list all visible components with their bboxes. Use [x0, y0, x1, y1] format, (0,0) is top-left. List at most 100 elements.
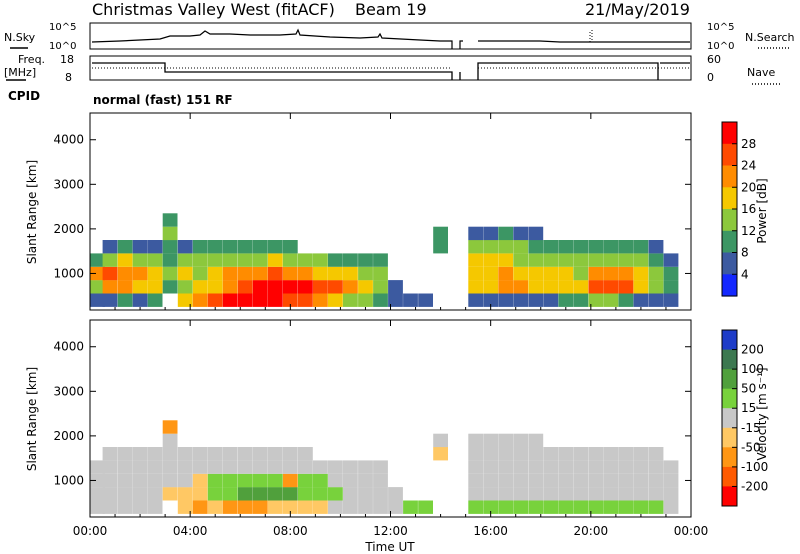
noise-search-label: N.Search: [745, 31, 795, 44]
heatmap-cell: [313, 266, 328, 281]
heatmap-cell: [252, 280, 268, 294]
colorbar-block: [722, 427, 737, 448]
colorbar-block: [722, 447, 737, 468]
heatmap-cell: [207, 460, 223, 474]
freq-tick-high: 18: [60, 53, 74, 66]
heatmap-cell: [102, 500, 118, 514]
heatmap-cell: [117, 447, 133, 461]
heatmap-cell: [483, 253, 499, 267]
heatmap-cell: [328, 280, 343, 294]
heatmap-cell: [588, 293, 604, 307]
heatmap-cell: [633, 253, 649, 267]
heatmap-cell: [468, 280, 484, 294]
heatmap-cell: [90, 253, 105, 267]
heatmap-cell: [192, 266, 208, 281]
heatmap-cell: [102, 293, 118, 307]
heatmap-cell: [282, 293, 298, 307]
heatmap-cell: [543, 240, 559, 254]
colorbar-tick-label: 200: [741, 343, 764, 357]
heatmap-cell: [237, 487, 253, 501]
heatmap-cell: [237, 460, 253, 474]
colorbar-tick-label: 24: [741, 159, 756, 173]
heatmap-cell: [358, 280, 373, 294]
heatmap-cell: [373, 280, 388, 294]
heatmap-cell: [267, 266, 283, 281]
x-axis-label: Time UT: [364, 540, 415, 554]
heatmap-cell: [663, 253, 679, 267]
heatmap-cell: [147, 240, 163, 254]
heatmap-cell: [132, 280, 148, 294]
velocity-colorbar-label: Velocity [m s⁻¹]: [755, 367, 769, 460]
heatmap-cell: [192, 473, 208, 488]
heatmap-cell: [433, 240, 448, 254]
heatmap-cell: [147, 266, 163, 281]
heatmap-cell: [498, 447, 514, 461]
power-heatmap-cells: [90, 213, 679, 307]
heatmap-cell: [132, 266, 148, 281]
heatmap-cell: [267, 447, 283, 461]
heatmap-cell: [468, 473, 484, 488]
heatmap-cell: [498, 266, 514, 281]
colorbar-block: [722, 143, 737, 167]
heatmap-cell: [207, 293, 223, 307]
colorbar-tick-label: -50: [741, 440, 761, 454]
heatmap-cell: [543, 266, 559, 281]
heatmap-cell: [588, 280, 604, 294]
heatmap-cell: [298, 266, 313, 281]
heatmap-cell: [513, 473, 529, 488]
noise-right-tick-high: 10^5: [707, 22, 734, 33]
heatmap-cell: [558, 266, 574, 281]
heatmap-cell: [358, 460, 373, 474]
heatmap-cell: [328, 500, 343, 514]
heatmap-cell: [222, 473, 238, 488]
colorbar-tick-label: 16: [741, 202, 756, 216]
velocity-colorbar: 200 100 50 15 -15 -50 -100 -200 Velocity [m s⁻¹…: [721, 329, 769, 507]
heatmap-cell: [513, 293, 529, 307]
heatmap-cell: [313, 280, 328, 294]
heatmap-cell: [513, 500, 529, 514]
heatmap-cell: [633, 473, 649, 488]
heatmap-cell: [282, 460, 298, 474]
freq-unit-label: [MHz]: [4, 66, 36, 79]
heatmap-cell: [603, 253, 619, 267]
frequency-trace: [92, 62, 690, 80]
heatmap-cell: [618, 460, 634, 474]
heatmap-cell: [498, 253, 514, 267]
power-colorbar-blocks: 28 24 20 16 12 8 4: [721, 121, 756, 297]
heatmap-cell: [237, 473, 253, 488]
heatmap-cell: [513, 226, 529, 241]
heatmap-cell: [222, 460, 238, 474]
heatmap-cell: [498, 293, 514, 307]
heatmap-cell: [343, 266, 358, 281]
heatmap-cell: [102, 266, 118, 281]
heatmap-cell: [162, 240, 178, 254]
heatmap-cell: [162, 420, 178, 434]
heatmap-cell: [237, 266, 253, 281]
heatmap-cell: [252, 447, 268, 461]
x-tick-label: 12:00: [373, 524, 408, 538]
heatmap-cell: [498, 433, 514, 448]
heatmap-cell: [282, 253, 298, 267]
heatmap-cell: [328, 460, 343, 474]
noise-sky-trace: [91, 28, 690, 49]
noise-panel-frame: [89, 22, 692, 50]
heatmap-cell: [373, 253, 388, 267]
heatmap-cell: [343, 293, 358, 307]
colorbar-block: [722, 165, 737, 188]
heatmap-cell: [192, 280, 208, 294]
heatmap-cell: [117, 240, 133, 254]
heatmap-cell: [132, 293, 148, 307]
x-tick-label: 00:00: [674, 524, 709, 538]
heatmap-cell: [573, 473, 589, 488]
heatmap-cell: [132, 447, 148, 461]
freq-tick-low: 8: [65, 71, 72, 84]
heatmap-cell: [558, 447, 574, 461]
heatmap-cell: [267, 473, 283, 488]
heatmap-cell: [117, 473, 133, 488]
heatmap-cell: [298, 293, 313, 307]
heatmap-cell: [558, 500, 574, 514]
heatmap-cell: [618, 473, 634, 488]
heatmap-cell: [132, 500, 148, 514]
heatmap-cell: [373, 500, 388, 514]
heatmap-cell: [498, 226, 514, 241]
